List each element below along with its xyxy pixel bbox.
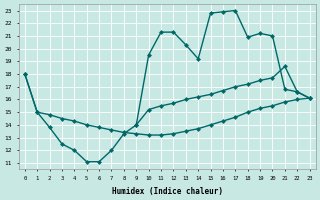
X-axis label: Humidex (Indice chaleur): Humidex (Indice chaleur) bbox=[112, 187, 223, 196]
